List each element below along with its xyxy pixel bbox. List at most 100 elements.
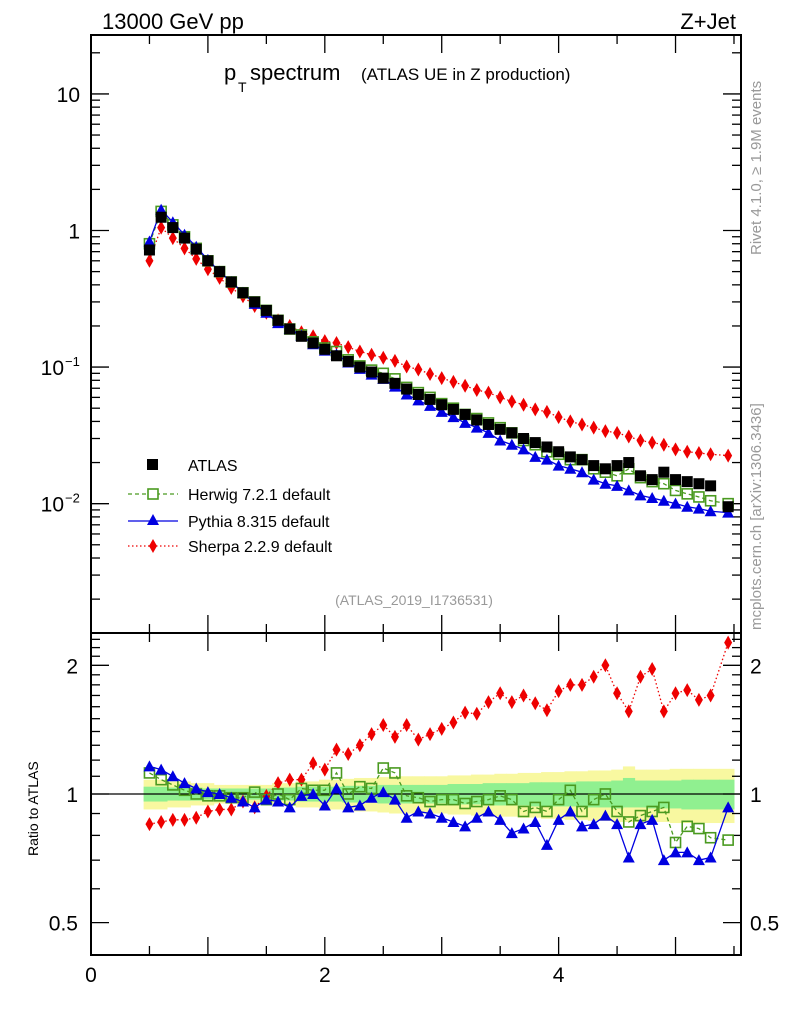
ratio-y-tick-label: 2	[66, 655, 78, 678]
data-point-sherpa	[145, 253, 154, 268]
legend-label-herwig: Herwig 7.2.1 default	[188, 487, 331, 504]
data-point-herwig	[681, 488, 694, 500]
data-point-sherpa	[484, 385, 493, 400]
ratio-point-pythia	[342, 801, 355, 813]
data-point-pythia	[505, 438, 518, 450]
data-point-atlas	[588, 460, 600, 472]
ratio-point-pythia	[564, 805, 577, 817]
data-point-sherpa	[542, 404, 551, 419]
ratio-point-pythia	[388, 793, 401, 805]
data-point-atlas	[518, 432, 530, 444]
ratio-point-sherpa	[683, 683, 692, 698]
ratio-point-herwig	[611, 805, 623, 818]
data-point-pythia	[517, 443, 530, 455]
data-point-sherpa	[157, 220, 166, 235]
data-point-atlas	[342, 355, 354, 367]
ratio-point-pythia	[248, 801, 261, 813]
ratio-series	[143, 635, 735, 866]
data-point-pythia	[622, 484, 635, 496]
data-point-pythia	[470, 421, 483, 433]
data-point-atlas	[482, 418, 494, 430]
ratio-point-herwig	[693, 822, 705, 835]
data-point-pythia	[529, 450, 542, 462]
x-tick-label: 4	[553, 964, 565, 987]
ratio-point-sherpa	[484, 695, 493, 710]
data-point-pythia	[435, 405, 448, 417]
ratio-point-sherpa	[496, 686, 505, 701]
series-atlas	[143, 211, 734, 513]
ratio-point-sherpa	[344, 747, 353, 762]
data-point-sherpa	[168, 231, 177, 246]
data-point-sherpa	[601, 424, 610, 439]
data-point-pythia	[681, 500, 694, 512]
ratio-point-pythia	[166, 770, 179, 782]
ratio-point-sherpa	[320, 762, 329, 777]
ratio-point-pythia	[201, 786, 214, 798]
y-tick-label: 10	[41, 357, 64, 380]
data-point-atlas	[319, 343, 331, 355]
data-point-herwig	[658, 477, 670, 490]
ratio-point-sherpa	[227, 802, 236, 817]
data-point-sherpa	[706, 447, 715, 462]
ratio-y-tick-label-right: 2	[750, 655, 762, 678]
ratio-point-pythia	[529, 815, 542, 827]
data-point-atlas	[214, 266, 226, 278]
ratio-point-sherpa	[449, 715, 458, 730]
ratio-point-herwig	[658, 801, 670, 814]
data-point-pythia	[669, 497, 682, 509]
data-point-atlas	[623, 457, 635, 469]
ratio-point-sherpa	[706, 688, 715, 703]
data-point-atlas	[529, 437, 541, 449]
legend-item-pythia: Pythia 8.315 default	[128, 514, 330, 531]
legend-item-sherpa: Sherpa 2.2.9 default	[128, 539, 333, 556]
series-line-sherpa	[148, 226, 729, 457]
ratio-point-pythia	[412, 805, 425, 817]
data-point-pythia	[611, 479, 624, 491]
ratio-point-sherpa	[566, 677, 575, 692]
data-point-atlas	[611, 460, 623, 472]
ratio-point-pythia	[722, 801, 735, 813]
ratio-point-sherpa	[379, 717, 388, 732]
ratio-point-sherpa	[426, 727, 435, 742]
data-point-atlas	[354, 361, 366, 373]
ratio-point-sherpa	[542, 703, 551, 718]
ratio-point-pythia	[505, 827, 518, 839]
ratio-point-herwig	[447, 793, 460, 806]
data-point-pythia	[459, 416, 472, 428]
data-point-pythia	[552, 459, 565, 471]
title-p: p	[224, 60, 236, 85]
title-subscript: T	[238, 79, 247, 95]
ratio-point-sherpa	[554, 684, 563, 699]
ratio-point-pythia	[353, 799, 366, 811]
data-point-sherpa	[578, 417, 587, 432]
header-beam-label: 13000 GeV pp	[102, 9, 244, 34]
ratio-point-herwig	[459, 797, 471, 810]
ratio-point-sherpa	[367, 727, 376, 742]
data-point-pythia	[143, 235, 156, 247]
data-point-pythia	[564, 462, 577, 474]
ratio-y-tick-label-right: 0.5	[750, 913, 779, 936]
data-point-pythia	[657, 494, 670, 506]
ratio-point-pythia	[482, 805, 495, 817]
data-point-atlas	[658, 466, 670, 478]
data-point-sherpa	[355, 344, 364, 359]
ratio-point-sherpa	[192, 810, 201, 825]
plot-title: p T spectrum (ATLAS UE in Z production)	[224, 60, 570, 95]
data-point-sherpa	[402, 359, 411, 374]
ratio-series-herwig	[143, 762, 734, 849]
ratio-point-herwig	[412, 791, 425, 804]
data-point-sherpa	[367, 347, 376, 362]
ratio-point-pythia	[318, 799, 331, 811]
ratio-point-herwig	[354, 780, 366, 793]
data-point-atlas	[377, 372, 389, 384]
data-point-atlas	[331, 350, 343, 362]
data-point-atlas	[225, 276, 237, 288]
data-point-atlas	[471, 414, 483, 426]
data-point-sherpa	[449, 374, 458, 389]
data-point-pythia	[540, 453, 553, 465]
ratio-y-tick-label-right: 1	[750, 784, 762, 807]
data-point-pythia	[482, 426, 495, 438]
series-sherpa	[145, 220, 733, 463]
y-tick-exponent: −1	[65, 354, 80, 369]
